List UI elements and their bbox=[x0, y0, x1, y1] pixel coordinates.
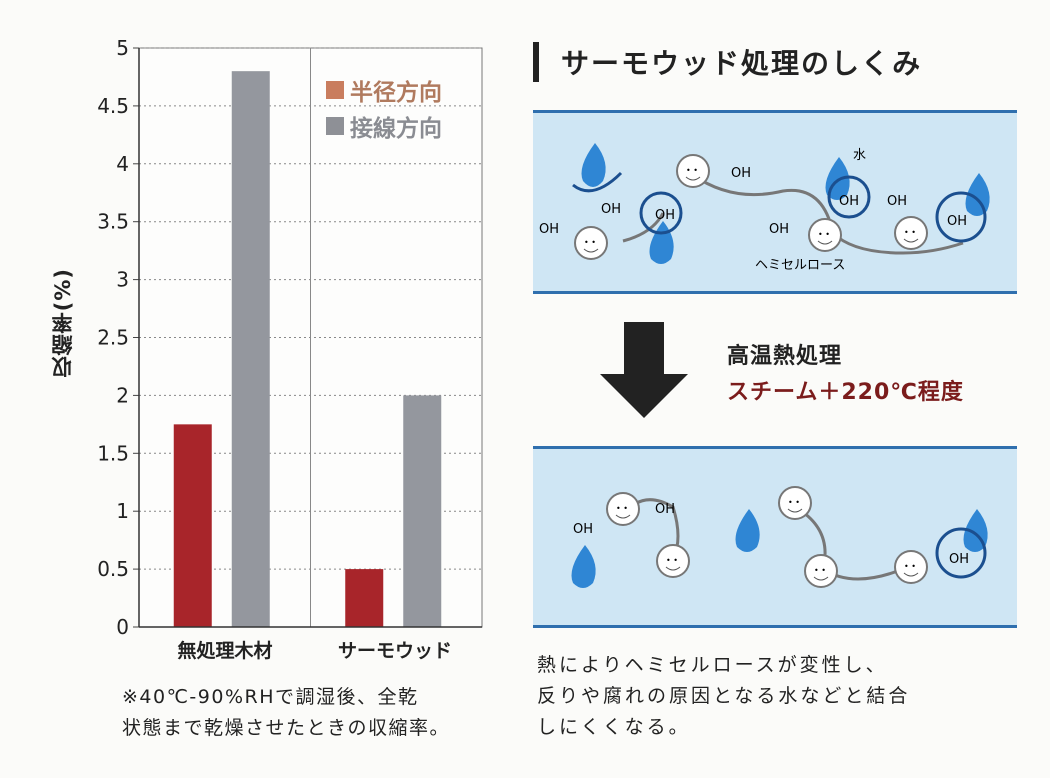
y-tick-label: 4.5 bbox=[97, 94, 129, 118]
legend-swatch-radial bbox=[326, 81, 344, 99]
legend-item-tangential: 接線方向 bbox=[326, 108, 442, 144]
oh-label: OH bbox=[769, 222, 789, 237]
oh-label: OH bbox=[887, 194, 907, 209]
glucose-face-5: • • bbox=[894, 550, 928, 584]
svg-text:• •: • • bbox=[616, 504, 628, 513]
water-label: 水 bbox=[853, 148, 866, 163]
y-axis-title: 収縮率(%) bbox=[51, 268, 75, 378]
process-title: 高温熱処理 bbox=[727, 344, 843, 369]
water-drop-icon bbox=[571, 545, 596, 588]
legend-item-radial: 半径方向 bbox=[326, 72, 442, 108]
mechanism-title: サーモウッド処理のしくみ bbox=[533, 42, 922, 82]
svg-text:• •: • • bbox=[666, 556, 678, 565]
y-tick-label: 0.5 bbox=[97, 557, 129, 581]
oh-label: OH bbox=[949, 552, 969, 567]
glucose-face-3: • • bbox=[808, 218, 842, 252]
mechanism-title-text: サーモウッド処理のしくみ bbox=[561, 47, 923, 80]
y-tick-label: 1 bbox=[116, 499, 129, 523]
category-label-untreated: 無処理木材 bbox=[177, 640, 273, 662]
glucose-face-2: • • bbox=[656, 544, 690, 578]
y-tick-label: 2 bbox=[116, 383, 129, 407]
oh-label: OH bbox=[601, 202, 621, 217]
hemicellulose-label: ヘミセルロース bbox=[755, 258, 845, 273]
y-tick-label: 5 bbox=[116, 36, 129, 60]
glucose-face-2: • • bbox=[574, 226, 608, 260]
chart-legend: 半径方向 接線方向 bbox=[326, 72, 442, 144]
glucose-face-4: • • bbox=[804, 554, 838, 588]
svg-text:• •: • • bbox=[814, 566, 826, 575]
bar-tangential-1 bbox=[403, 395, 442, 627]
water-drop-icon bbox=[935, 509, 988, 579]
y-tick-label: 3.5 bbox=[97, 210, 129, 234]
title-bar bbox=[533, 42, 539, 82]
water-drop-icon bbox=[735, 509, 760, 552]
down-arrow-icon bbox=[600, 322, 688, 418]
before-panel: • • • • • • • • OH OH OH OH OH OH OH OH … bbox=[533, 110, 1017, 294]
water-drop-icon bbox=[935, 173, 990, 243]
oh-label: OH bbox=[573, 522, 593, 537]
y-tick-label: 4 bbox=[116, 152, 129, 176]
glucose-face-1: • • bbox=[606, 492, 640, 526]
oh-label: OH bbox=[839, 194, 859, 209]
legend-label-tangential: 接線方向 bbox=[350, 116, 442, 142]
glucose-face-1: • • bbox=[676, 154, 710, 188]
water-drop-icon bbox=[639, 191, 683, 264]
before-molecule-diagram: • • • • • • • • OH OH OH OH OH OH OH OH … bbox=[539, 143, 990, 273]
oh-label: OH bbox=[655, 502, 675, 517]
glucose-face-3: • • bbox=[778, 486, 812, 520]
bar-radial-0 bbox=[173, 424, 212, 627]
legend-swatch-tangential bbox=[326, 117, 344, 135]
glucose-face-4: • • bbox=[894, 216, 928, 250]
y-tick-label: 1.5 bbox=[97, 441, 129, 465]
water-drop-icon bbox=[572, 143, 623, 193]
bar-radial-1 bbox=[345, 569, 384, 627]
category-label-thermowood: サーモウッド bbox=[337, 640, 452, 662]
svg-text:• •: • • bbox=[584, 238, 596, 247]
mechanism-description: 熱によりヘミセルロースが変性し、 反りや腐れの原因となる水などと結合 しにくくな… bbox=[537, 654, 911, 738]
svg-text:• •: • • bbox=[788, 498, 800, 507]
oh-label: OH bbox=[731, 166, 751, 181]
oh-label: OH bbox=[947, 214, 967, 229]
process-description: 高温熱処理 スチーム＋220℃程度 bbox=[727, 338, 964, 406]
oh-label: OH bbox=[539, 222, 559, 237]
legend-label-radial: 半径方向 bbox=[350, 80, 442, 106]
y-tick-label: 3 bbox=[116, 268, 129, 292]
svg-text:• •: • • bbox=[904, 228, 916, 237]
after-molecule-diagram: • • • • • • • • • • OH OH OH bbox=[571, 486, 988, 588]
oh-label: OH bbox=[655, 208, 675, 223]
after-panel: • • • • • • • • • • OH OH OH bbox=[533, 446, 1017, 628]
shrinkage-chart: 0 0.5 1 1.5 2 2.5 3 3.5 4 4.5 5 bbox=[97, 36, 483, 639]
svg-text:• •: • • bbox=[818, 230, 830, 239]
chart-footnote: ※40℃-90%RHで調湿後、全乾 状態まで乾燥させたときの収縮率。 bbox=[122, 686, 451, 739]
svg-text:• •: • • bbox=[686, 166, 698, 175]
bar-tangential-0 bbox=[231, 71, 270, 627]
water-drop-icon bbox=[825, 157, 871, 219]
y-tick-label: 0 bbox=[116, 615, 129, 639]
y-tick-label: 2.5 bbox=[97, 326, 129, 350]
svg-text:• •: • • bbox=[904, 562, 916, 571]
process-detail: スチーム＋220℃程度 bbox=[727, 380, 964, 405]
